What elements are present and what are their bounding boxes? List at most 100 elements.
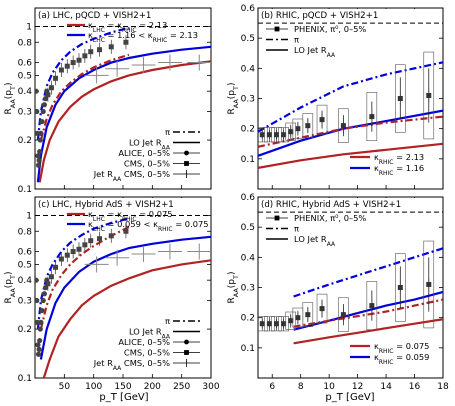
y-tick-label: 0.8 [18,227,33,237]
series-line [293,290,443,331]
sys-error-box [338,297,349,332]
data-point [40,297,46,304]
panel-a: 0.1 0.2 0.3 0.4 0.5 0.6 0.8 1 RAA(pT) (a) LHC, pQ… [4,7,212,195]
x-tick-label: 200 [144,382,161,392]
legend-label: Jet RAA CMS, 0–5% [93,169,170,183]
panel-title: (c) LHC, Hybrid AdS + VISH2+1 [38,200,174,210]
x-tick-label: 12 [352,382,363,392]
y-tick-label: 0.1 [18,185,32,195]
y-tick-label: 0.5 [18,260,32,270]
legend-label: κRHIC = 1.16 [374,163,424,177]
x-tick-label: 300 [202,382,219,392]
data-point [82,242,88,248]
data-point [38,319,44,325]
y-tick-label: 0.5 [241,223,255,233]
series-line [38,60,211,183]
title-background [37,198,209,209]
sys-error-box [338,108,349,143]
legend-label: κRHIC = 0.059 [374,352,429,366]
sys-error-box [285,311,297,330]
data-point [64,63,70,69]
data-point [42,285,49,291]
data-point [97,236,103,242]
title-background [37,9,209,20]
data-point [35,108,40,115]
y-axis-label: RAA(pT) [4,272,17,304]
data-point [37,337,43,344]
legend-label: CMS, 0–5% [124,348,170,358]
legend-label: κRHIC = 2.13 [374,152,424,166]
sys-error-box [423,51,435,140]
plot-area [258,51,443,169]
sys-error-box [302,113,314,139]
y-tick-label: 0.1 [18,374,32,384]
y-tick-label: 0.3 [18,107,32,117]
data-point [41,102,47,108]
data-point [58,256,64,262]
legend-label: LO Jet RAA [294,45,336,59]
sys-error-box [302,302,314,328]
series-line [36,45,211,183]
series-line [39,226,130,330]
data-point [123,228,129,234]
data-point [369,303,375,309]
data-point [295,315,301,321]
legend-label: κLHC = 0.059 < κRHIC = 0.075 [88,219,209,233]
y-tick-label: 0.6 [18,59,33,69]
x-tick-label: 250 [173,382,190,392]
data-point [319,306,325,312]
y-tick-label: 0.6 [18,248,33,258]
data-point [64,252,70,258]
data-point [274,321,279,327]
data-point [340,312,346,318]
y-tick-label: 0.3 [241,95,255,105]
data-point [397,96,403,101]
data-point [39,118,45,125]
legend-label: κLHC = κRHIC = 2.13 [88,20,167,34]
data-point [70,249,76,255]
panel-title: (b) RHIC, pQCD + VISH2+1 [261,11,378,21]
sys-error-box [395,253,406,322]
y-tick-label: 0.4 [241,64,256,74]
sys-error-box [366,281,378,331]
x-tick-label: 18 [437,382,449,392]
panel-d: 0.1 0.2 0.3 0.4 0.5 0.6 6 8 10 12 14 16 18 RAA(pT) (d)… [227,193,449,392]
y-tick-label: 0.4 [241,253,256,263]
data-point [426,281,432,287]
data-point [53,75,59,81]
sys-error-box [278,316,289,332]
panel-title: (d) RHIC, Hybrid AdS + VISH2+1 [261,200,401,210]
data-point [45,281,51,287]
data-point [35,297,40,304]
y-tick-label: 0.3 [18,296,32,306]
legend-swatch [274,26,280,32]
legend-label: LO Jet RAA [129,138,171,152]
y-axis-label: RAA(pT) [4,83,17,115]
legend-label: LO Jet RAA [294,234,336,248]
data-point [97,47,103,53]
data-point [305,312,311,318]
series-line [39,53,130,141]
x-axis-label-right: p_T [GeV] [325,392,374,403]
data-point [40,108,46,115]
data-point [41,291,47,297]
data-point [37,137,43,143]
data-point [426,92,432,98]
data-point [288,318,294,324]
y-tick-label: 0.4 [18,87,33,97]
data-point [266,321,272,327]
data-point [70,60,76,66]
data-point [42,96,49,102]
y-tick-label: 0.4 [18,276,33,286]
panel-title: (a) LHC, pQCD + VISH2+1 [38,11,151,21]
x-tick-label: 10 [323,382,335,392]
series-line [42,259,211,378]
data-point [281,132,287,138]
legend-label: π [294,35,299,45]
plot-area [258,240,443,345]
data-point [88,238,94,244]
legend-label: κLHC = 1.16 < κRHIC = 2.13 [88,30,198,44]
data-point [36,346,42,352]
